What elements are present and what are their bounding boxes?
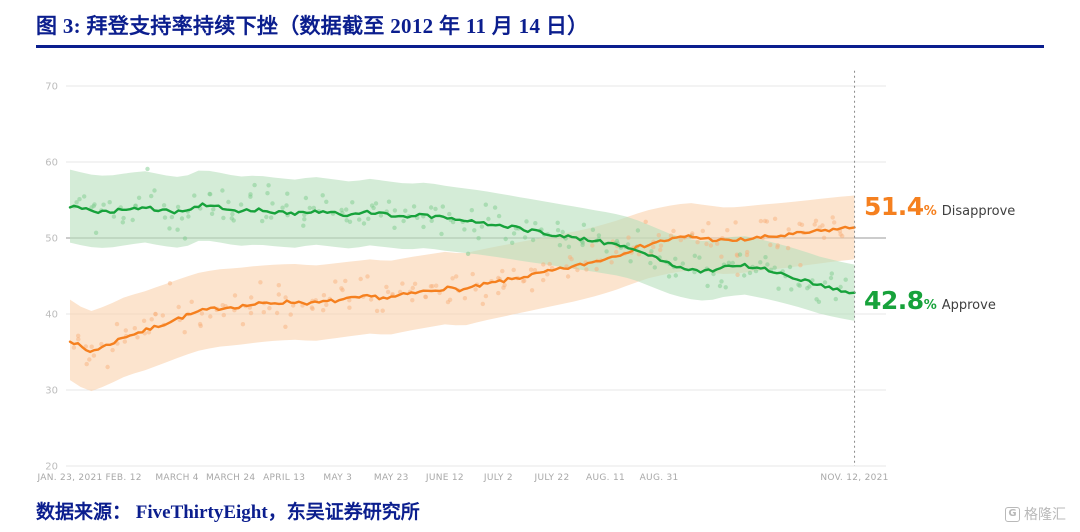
- y-tick-label: 30: [45, 386, 58, 397]
- approve-band: [70, 169, 855, 321]
- approve-word: Approve: [941, 298, 996, 313]
- x-tick-label: AUG. 31: [640, 473, 679, 483]
- gelonghui-text: 格隆汇: [1024, 507, 1066, 523]
- chart-canvas: 20 30 40 50 60 70 JAN. 23, 2021 FEB. 12 MARCH 4 M…: [36, 70, 888, 483]
- disapprove-percent-sign: %: [923, 204, 937, 219]
- x-tick-label: MARCH 24: [206, 473, 256, 483]
- y-tick-label: 70: [45, 82, 58, 93]
- x-tick-label: MAY 3: [323, 473, 352, 483]
- x-tick-label: APRIL 13: [263, 473, 305, 483]
- title-underline: [36, 45, 1044, 48]
- x-tick-label: MARCH 4: [155, 473, 198, 483]
- x-tick-label: AUG. 11: [586, 473, 625, 483]
- approval-chart: 20 30 40 50 60 70 JAN. 23, 2021 FEB. 12 MARCH 4 M…: [0, 56, 1080, 492]
- approve-end-label: 42.8% Approve: [864, 286, 996, 315]
- x-tick-label: FEB. 12: [105, 473, 141, 483]
- approve-percent-sign: %: [923, 298, 937, 313]
- x-tick-label: JULY 2: [483, 473, 513, 483]
- gelonghui-watermark: G 格隆汇: [1005, 504, 1066, 524]
- disapprove-value: 51.4: [864, 192, 924, 221]
- disapprove-end-label: 51.4% Disapprove: [864, 192, 1015, 221]
- gelonghui-logo-icon: G: [1005, 506, 1020, 522]
- approve-value: 42.8: [864, 286, 924, 315]
- disapprove-word: Disapprove: [941, 204, 1016, 219]
- x-tick-label: JUNE 12: [425, 473, 464, 483]
- y-tick-label: 40: [45, 310, 58, 321]
- x-tick-label: JULY 22: [534, 473, 570, 483]
- y-tick-label: 50: [45, 234, 58, 245]
- approve-line: [68, 202, 856, 295]
- figure-title: 图 3: 拜登支持率持续下挫（数据截至 2012 年 11 月 14 日）: [36, 14, 589, 38]
- y-tick-label: 60: [45, 158, 58, 169]
- x-tick-label: JAN. 23, 2021: [36, 473, 102, 483]
- y-tick-label: 20: [45, 462, 58, 473]
- x-tick-label: NOV. 12, 2021: [820, 473, 888, 483]
- disapprove-line: [68, 225, 856, 354]
- x-tick-label: MAY 23: [374, 473, 409, 483]
- data-source: 数据来源： FiveThirtyEight，东吴证券研究所: [36, 502, 420, 523]
